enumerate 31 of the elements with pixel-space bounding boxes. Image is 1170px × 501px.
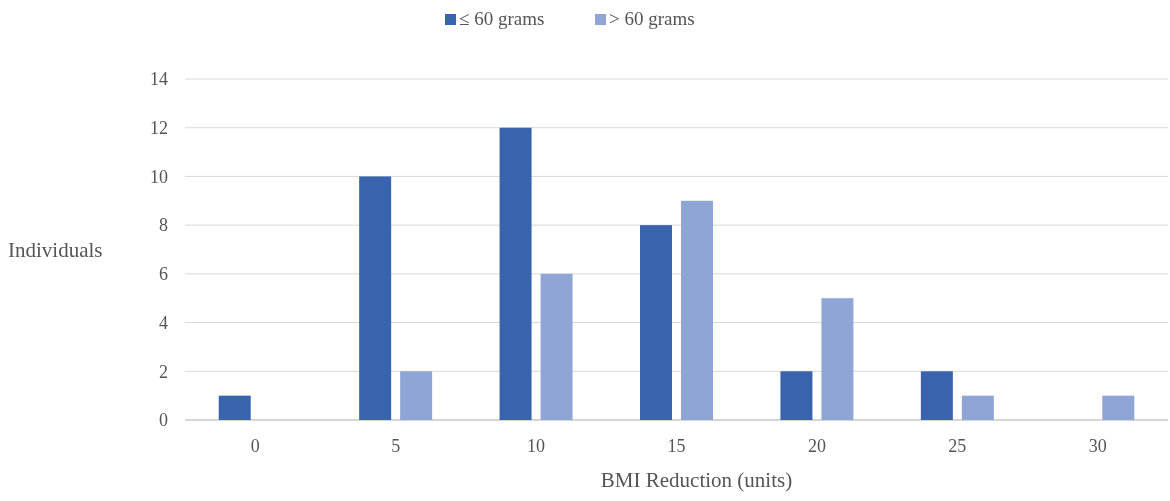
x-tick-label: 15: [667, 436, 686, 456]
legend-label: > 60 grams: [609, 8, 695, 29]
y-tick-label: 6: [159, 264, 168, 285]
y-tick-label: 4: [159, 312, 168, 333]
x-axis-title: BMI Reduction (units): [600, 468, 793, 492]
bar: [821, 298, 854, 420]
y-tick-label: 8: [159, 215, 168, 236]
y-tick-label: 14: [150, 69, 168, 90]
bar: [218, 395, 251, 420]
x-tick-label: 25: [948, 436, 967, 456]
x-tick-label: 5: [391, 436, 401, 456]
bar: [359, 176, 392, 420]
bar: [961, 395, 994, 420]
x-tick-label: 10: [527, 436, 546, 456]
y-axis-title: Individuals: [8, 237, 103, 262]
y-tick-label: 10: [150, 166, 168, 187]
bar: [681, 200, 713, 420]
bar: [499, 127, 532, 420]
x-tick-label: 30: [1088, 436, 1107, 456]
y-tick-label: 2: [159, 361, 168, 382]
bar: [540, 273, 573, 420]
y-tick-label: 12: [150, 118, 168, 139]
bar: [640, 225, 672, 420]
legend-label: ≤ 60 grams: [459, 8, 545, 29]
bar: [400, 371, 433, 420]
x-tick-label: 20: [807, 436, 826, 456]
bar: [920, 371, 953, 420]
bar: [1102, 395, 1135, 420]
bar: [780, 371, 813, 420]
x-tick-label: 0: [250, 436, 260, 456]
y-tick-label: 0: [159, 410, 168, 431]
